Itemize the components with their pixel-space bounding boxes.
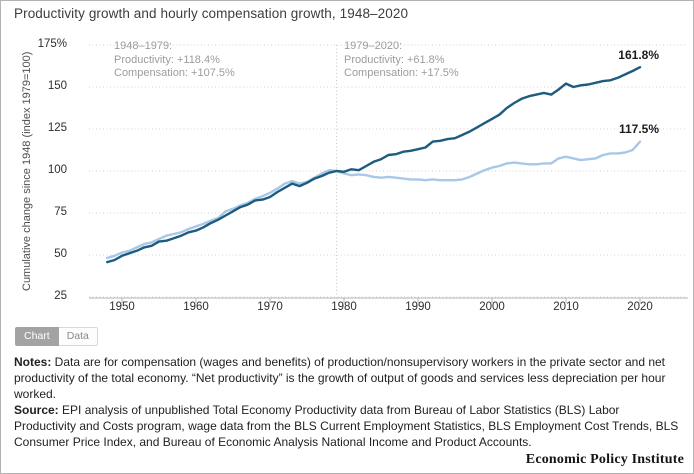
y-tick-label: 75: [54, 206, 67, 218]
y-tick-label: 125: [47, 122, 67, 134]
annotation-1979-2020: 1979–2020: Productivity: +61.8% Compensa…: [344, 40, 459, 81]
x-tick-label: 2000: [479, 301, 505, 313]
productivity-end-value-label: 161.8%: [618, 48, 659, 62]
x-tick-label: 1980: [331, 301, 357, 313]
annotation-productivity: Productivity: +61.8%: [344, 53, 445, 66]
source-text: Source: EPI analysis of unpublished Tota…: [14, 403, 682, 450]
notes-body: Data are for compensation (wages and ben…: [14, 355, 666, 401]
notes-label: Notes:: [14, 355, 52, 369]
annotation-compensation: Compensation: +107.5%: [114, 67, 235, 79]
annotation-1948-1979: 1948–1979: Productivity: +118.4% Compens…: [114, 40, 235, 81]
chart-tab-button[interactable]: Chart: [15, 327, 59, 346]
y-tick-label: 25: [54, 290, 67, 302]
x-tick-label: 2020: [627, 301, 653, 313]
y-tick-label: 175%: [37, 38, 67, 50]
source-body: EPI analysis of unpublished Total Econom…: [14, 403, 679, 449]
epi-logo: Economic Policy Institute: [525, 452, 684, 467]
x-tick-label: 1950: [109, 301, 135, 313]
source-label: Source:: [14, 403, 59, 417]
annotation-heading: 1979–2020:: [344, 40, 403, 52]
compensation-end-value-label: 117.5%: [618, 122, 659, 136]
series-productivity-line[interactable]: [105, 65, 642, 264]
annotation-heading: 1948–1979:: [114, 40, 173, 52]
y-tick-label: 50: [54, 248, 67, 260]
x-tick-label: 1960: [183, 301, 209, 313]
chart-title: Productivity growth and hourly compensat…: [14, 6, 409, 21]
series-compensation-line[interactable]: [105, 140, 642, 260]
notes-text: Notes: Data are for compensation (wages …: [14, 355, 682, 402]
chart-data-toggle: Chart Data: [15, 327, 98, 346]
annotation-productivity: Productivity: +118.4%: [114, 53, 220, 66]
x-tick-label: 1970: [257, 301, 283, 313]
y-tick-label: 100: [47, 164, 67, 176]
x-tick-label: 2010: [553, 301, 579, 313]
y-tick-label: 150: [47, 80, 67, 92]
data-tab-button[interactable]: Data: [58, 327, 98, 346]
annotation-compensation: Compensation: +17.5%: [344, 67, 459, 79]
x-tick-label: 1990: [405, 301, 431, 313]
